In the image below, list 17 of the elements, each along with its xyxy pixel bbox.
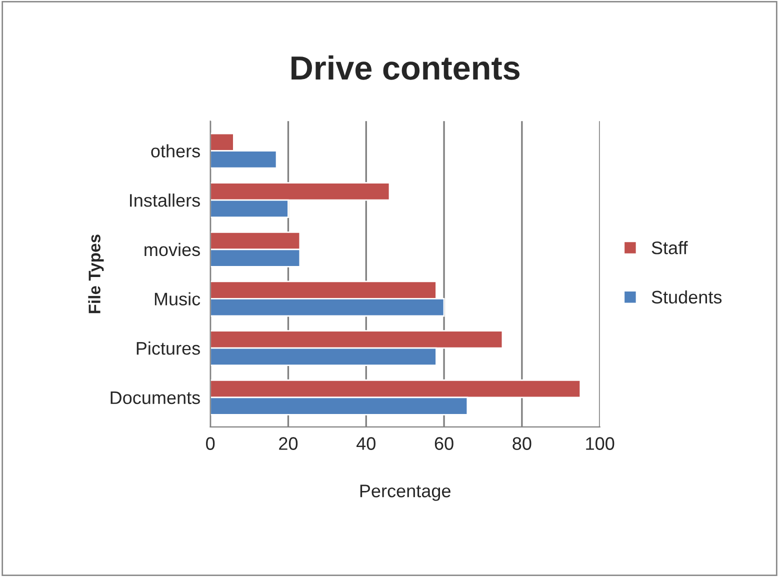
chart-title: Drive contents [292,55,520,80]
y-tick-label: Music [154,292,200,306]
x-tick-label: 60 [434,437,454,450]
y-axis-title: File Types [88,234,104,314]
y-tick-label: Pictures [136,342,200,355]
y-tick-label: movies [144,242,200,256]
x-axis-title: Percentage [360,484,450,501]
x-tick-label: 100 [586,437,614,450]
legend-label: Students [652,290,722,304]
x-tick-label: 20 [279,437,298,450]
x-tick-label: 0 [206,437,215,450]
x-tick-label: 80 [512,437,532,450]
legend-label: Staff [652,241,688,254]
x-tick-label: 40 [356,437,376,450]
y-tick-label: Documents [110,392,200,404]
y-tick-label: Installers [130,194,200,207]
y-tick-label: others [151,144,200,158]
